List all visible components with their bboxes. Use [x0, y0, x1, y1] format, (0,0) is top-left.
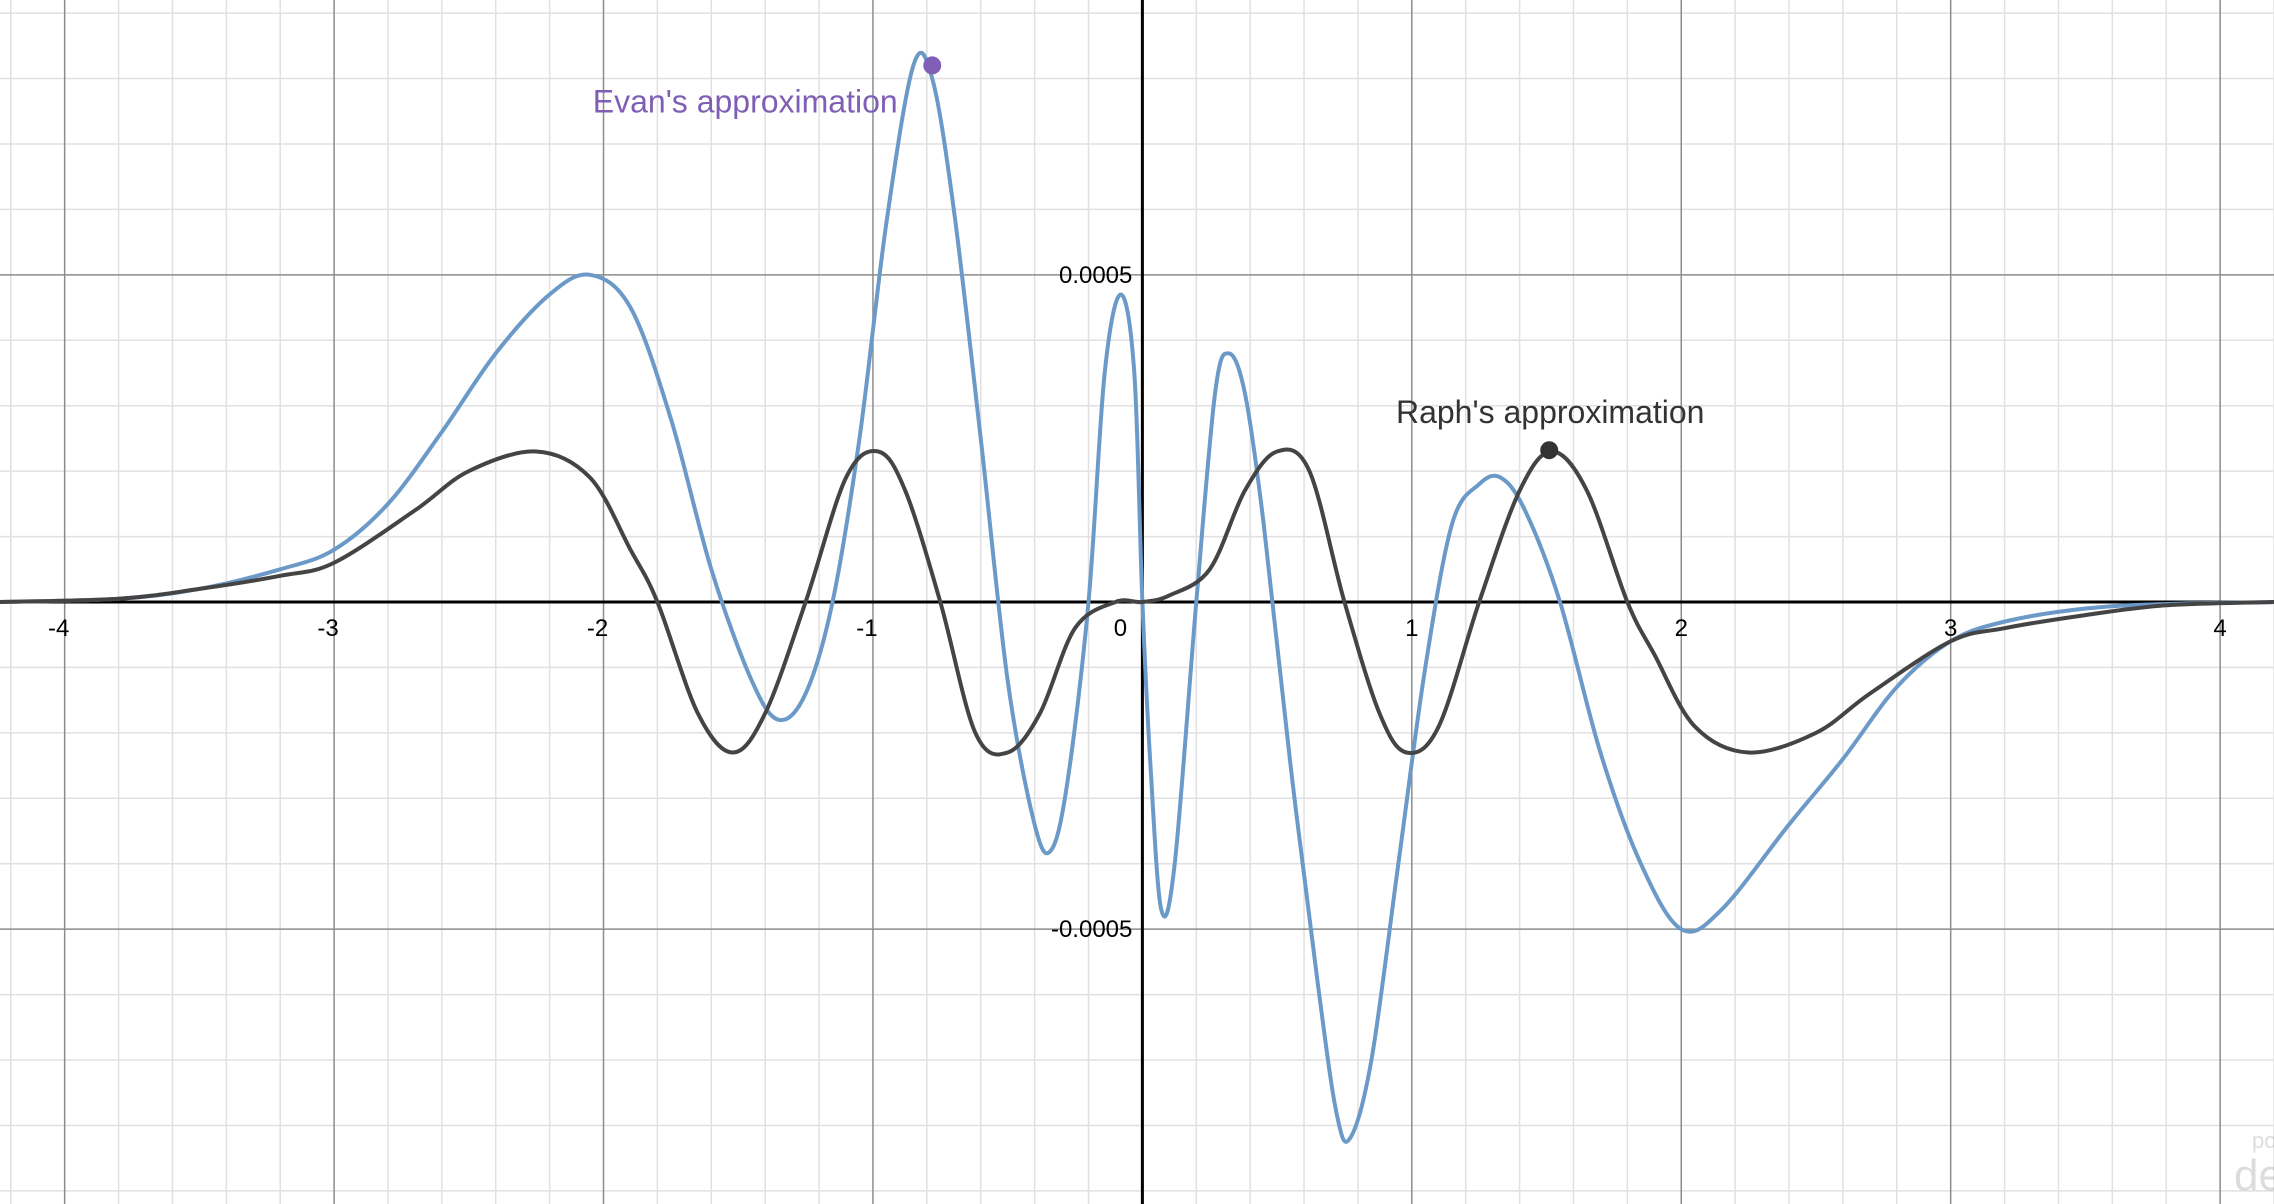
annotation-label-2: Raph's approximation	[1396, 394, 1705, 430]
y-tick-label: 0.0005	[1059, 262, 1132, 289]
x-tick-label: 2	[1675, 615, 1688, 642]
annotation-point-2[interactable]	[1540, 441, 1559, 460]
annotation-point-1[interactable]	[923, 56, 942, 75]
x-tick-label: -4	[48, 615, 69, 642]
watermark-logo-text: de	[2234, 1151, 2274, 1200]
x-tick-label: 4	[2213, 615, 2226, 642]
series-line-2	[0, 447, 2274, 757]
x-tick-label: -2	[587, 615, 608, 642]
x-tick-label: 1	[1405, 615, 1418, 642]
series-lines	[0, 50, 2274, 1144]
x-tick-label: -1	[856, 615, 877, 642]
desmos-watermark: po de	[2234, 1128, 2274, 1200]
x-tick-labels: -4 -3 -2 -1 0 1 2 3 4	[48, 615, 2227, 642]
series-line-1	[0, 50, 2274, 1144]
annotation-label-1: Evan's approximation	[593, 83, 898, 119]
y-tick-labels: 0.0005 -0.0005	[1051, 262, 1132, 943]
watermark-small-text: po	[2252, 1128, 2274, 1153]
y-tick-label: -0.0005	[1051, 916, 1132, 943]
x-tick-label: 0	[1114, 615, 1127, 642]
annotations: Evan's approximation Raph's approximation	[593, 56, 1705, 460]
x-tick-label: -3	[317, 615, 338, 642]
x-tick-label: 3	[1944, 615, 1957, 642]
